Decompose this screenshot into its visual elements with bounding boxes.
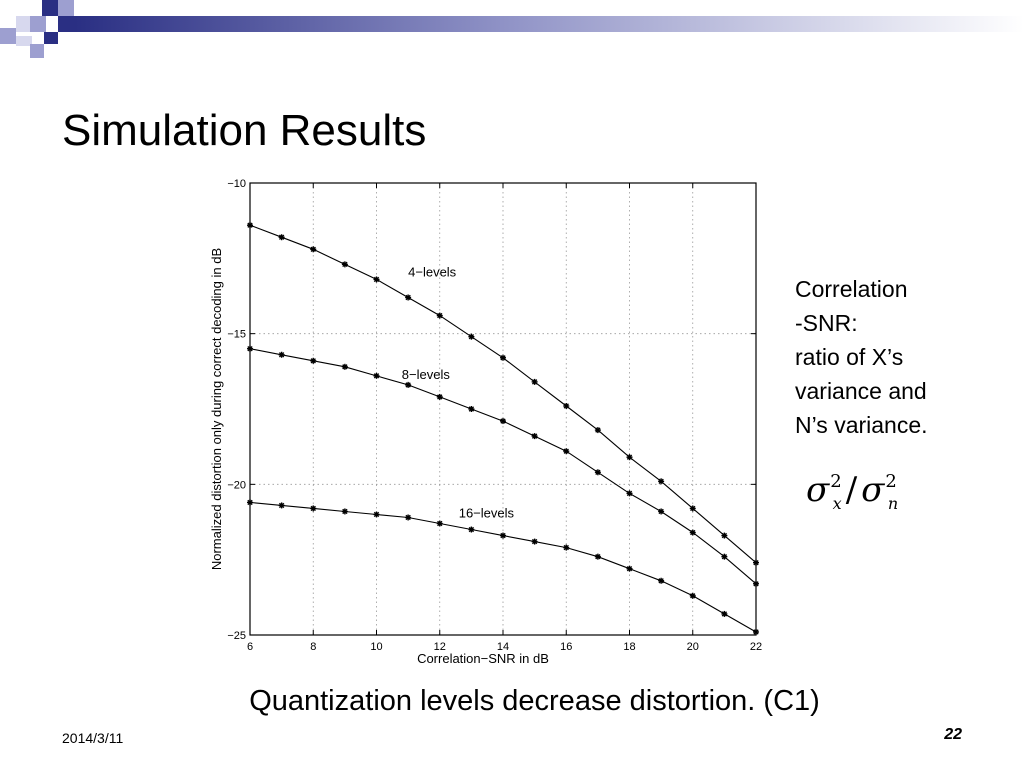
x-tick-label-10: 10: [370, 641, 382, 653]
series-0-point-6: [436, 312, 443, 319]
y-tick-label--10: −10: [227, 178, 246, 190]
distortion-line-chart: 6 8 10 12 14 16 18 20 22 −10 −15 −20 −25 Correlation−…: [209, 178, 762, 666]
formula-denominator: σ: [861, 470, 885, 510]
series-1-point-8: [500, 418, 506, 425]
y-tick-label--20: −20: [227, 479, 246, 491]
series-1-point-16: [753, 580, 759, 587]
formula-denominator-exp: 2: [885, 471, 897, 492]
series-2-point-13: [658, 577, 665, 584]
series-0-point-5: [405, 294, 412, 301]
deco-square-navy-2: [58, 16, 75, 32]
series-2-point-5: [405, 514, 412, 521]
series-1-point-1: [278, 351, 285, 358]
series-0-point-12: [626, 454, 633, 461]
series-2-point-7: [468, 526, 475, 533]
header-gradient-bar: [75, 16, 1024, 32]
series-0-point-8: [500, 354, 506, 361]
series-0-point-0: [247, 222, 253, 229]
series-2-point-9: [531, 538, 538, 545]
deco-square-light-2: [16, 36, 32, 46]
formula-denominator-sub: n: [887, 494, 899, 513]
series-0-point-1: [278, 234, 285, 241]
formula-slash: /: [845, 470, 858, 510]
series-1-point-13: [658, 508, 665, 515]
series-1-point-11: [594, 469, 601, 476]
series-1-point-7: [468, 406, 475, 412]
series-1-point-9: [531, 433, 538, 440]
side-note-line-5: N’s variance.: [795, 412, 928, 438]
series-2-point-10: [563, 544, 570, 551]
y-tick-label--25: −25: [227, 630, 246, 642]
side-note-line-3: ratio of X’s: [795, 344, 904, 370]
deco-square-navy: [42, 0, 58, 16]
series-0-point-14: [689, 505, 696, 512]
series-1-point-3: [341, 363, 348, 370]
series-2-point-4: [373, 511, 380, 518]
deco-square-lavender-3: [0, 28, 16, 44]
series-1-point-6: [436, 393, 443, 400]
series-2-point-8: [500, 532, 506, 539]
series-0-point-11: [594, 427, 601, 434]
series-0-point-7: [468, 333, 475, 340]
series-0-point-15: [721, 532, 728, 539]
series-2-point-15: [721, 610, 728, 617]
x-tick-label-6: 6: [247, 641, 253, 653]
series-1-point-2: [310, 357, 317, 364]
series-1-point-5: [405, 381, 412, 388]
side-note-line-1: Correlation: [795, 276, 908, 302]
series-1-point-0: [247, 345, 253, 352]
deco-square-lavender: [58, 0, 74, 16]
x-tick-label-22: 22: [750, 641, 762, 653]
formula-numerator-sub: x: [832, 494, 842, 513]
series-0-point-3: [341, 261, 348, 268]
series-0-point-10: [563, 402, 570, 409]
deco-square-navy-3: [44, 32, 58, 44]
series-0-point-16: [753, 559, 759, 566]
series-0-point-13: [658, 478, 665, 485]
series-2-point-3: [341, 508, 348, 515]
series-1-point-14: [689, 529, 696, 536]
series-2-point-6: [436, 520, 443, 527]
slide-caption: Quantization levels decrease distortion.…: [249, 685, 820, 717]
series-2-point-2: [310, 505, 317, 512]
series-1-point-12: [626, 490, 633, 497]
page-number: 22: [944, 726, 962, 743]
header-decoration: [0, 0, 1024, 58]
series-1-point-15: [721, 553, 728, 560]
x-axis-label: Correlation−SNR in dB: [417, 651, 549, 666]
side-note-line-2: -SNR:: [795, 310, 858, 336]
series-2-point-0: [247, 499, 253, 506]
series-label-1: 8−levels: [402, 367, 451, 382]
x-tick-label-16: 16: [560, 641, 572, 653]
series-2-point-1: [278, 502, 285, 509]
variance-ratio-formula: σ2x / σ2n: [806, 462, 898, 524]
formula-numerator-exp: 2: [830, 471, 842, 492]
x-tick-label-20: 20: [687, 641, 699, 653]
series-1-point-4: [373, 372, 380, 379]
series-0-point-9: [531, 378, 538, 385]
formula-numerator: σ: [806, 470, 830, 510]
deco-square-light: [16, 16, 32, 32]
footer-date: 2014/3/11: [62, 730, 124, 746]
y-axis-label: Normalized distortion only during correc…: [209, 248, 224, 570]
x-tick-label-18: 18: [623, 641, 635, 653]
y-tick-label--15: −15: [227, 329, 246, 341]
series-2-point-12: [626, 565, 633, 572]
x-tick-label-12: 12: [434, 641, 446, 653]
series-label-0: 4−levels: [408, 264, 457, 279]
slide-title: Simulation Results: [62, 106, 427, 155]
deco-square-lavender-4: [30, 44, 44, 58]
side-note: Correlation -SNR: ratio of X’s variance …: [795, 272, 995, 442]
side-note-line-4: variance and: [795, 378, 927, 404]
series-2-point-14: [689, 592, 696, 599]
deco-square-lavender-2: [30, 16, 46, 32]
series-2-point-11: [594, 553, 601, 560]
x-tick-label-14: 14: [497, 641, 509, 653]
series-0-point-2: [310, 246, 317, 253]
series-2-point-16: [753, 628, 759, 635]
series-0-point-4: [373, 276, 380, 283]
x-tick-label-8: 8: [310, 641, 316, 653]
series-label-2: 16−levels: [459, 505, 515, 520]
series-1-point-10: [563, 448, 570, 455]
